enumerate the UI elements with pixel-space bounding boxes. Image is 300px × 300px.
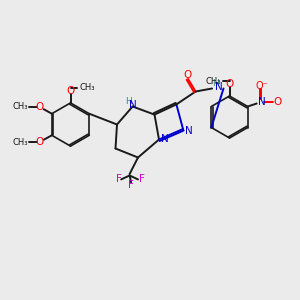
Text: H: H — [212, 79, 219, 88]
Text: N: N — [129, 100, 136, 110]
Text: N: N — [258, 97, 266, 107]
Text: O: O — [183, 70, 192, 80]
Text: N: N — [185, 126, 193, 136]
Text: F: F — [116, 173, 122, 184]
Text: O: O — [36, 137, 44, 147]
Text: O: O — [36, 102, 44, 112]
Text: CH₃: CH₃ — [205, 76, 221, 85]
Text: N: N — [160, 134, 168, 145]
Text: O: O — [225, 79, 234, 89]
Text: N: N — [215, 82, 223, 92]
Text: H: H — [125, 97, 132, 106]
Text: CH₃: CH₃ — [79, 83, 95, 92]
Text: O: O — [274, 97, 282, 107]
Text: O: O — [66, 86, 75, 96]
Text: CH₃: CH₃ — [13, 138, 28, 147]
Text: O⁻: O⁻ — [255, 80, 268, 91]
Text: F: F — [139, 173, 145, 184]
Text: F: F — [128, 179, 134, 190]
Text: CH₃: CH₃ — [13, 102, 28, 111]
